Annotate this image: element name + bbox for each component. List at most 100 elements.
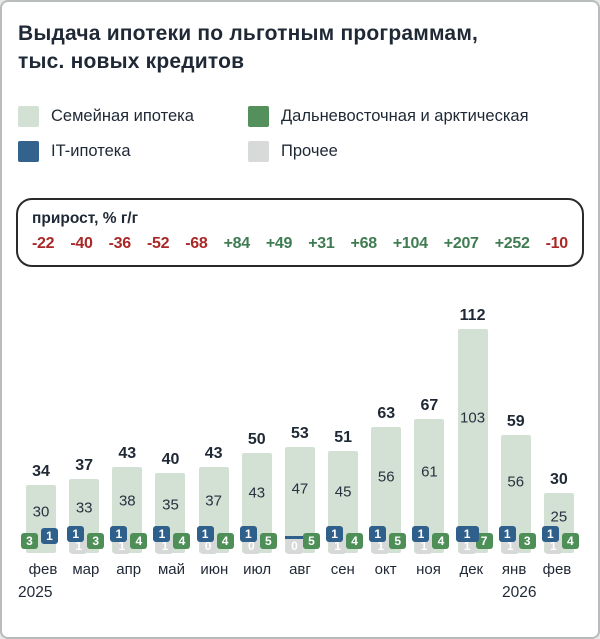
growth-value: +84 bbox=[223, 234, 251, 252]
bar-total-value: 40 bbox=[161, 450, 180, 468]
title-line-1: Выдача ипотеки по льготным программам, bbox=[18, 22, 479, 45]
badge-other: 1 bbox=[415, 537, 433, 554]
legend-label: Дальневосточная и арктическая bbox=[281, 106, 529, 125]
badge-fareast: 4 bbox=[346, 532, 364, 549]
bar-column: 50 43 0 5 1 bbox=[239, 430, 277, 554]
badge-other: 1 bbox=[113, 537, 131, 554]
month-label: окт bbox=[374, 560, 397, 578]
legend: Семейная ипотека Дальневосточная и аркти… bbox=[18, 105, 582, 162]
growth-value: +49 bbox=[265, 234, 293, 252]
years-row: 2025 2026 bbox=[2, 582, 598, 606]
bar-column: 53 47 0 5 bbox=[284, 424, 320, 554]
badge-fareast: 3 bbox=[87, 532, 105, 549]
badge-other: 1 bbox=[501, 537, 519, 554]
month-label: авг bbox=[289, 560, 311, 578]
badge-other: 1 bbox=[372, 537, 390, 554]
bar-family-segment: 61 1 4 1 bbox=[412, 418, 450, 554]
legend-item-it: IT-ипотека bbox=[18, 140, 240, 162]
bar-total-value: 112 bbox=[459, 306, 486, 324]
growth-box: прирост, % г/г -22 -40 -36 -52 -68 +84 +49 +31 +… bbox=[16, 197, 584, 267]
months-row: фев мар апр май июн июл авг сен окт ноя дек янв фев bbox=[2, 561, 598, 578]
badge-other: 1 bbox=[458, 537, 476, 554]
badge-it: 1 bbox=[239, 525, 257, 542]
month-label: ноя bbox=[416, 560, 441, 578]
bar-family-value: 30 bbox=[32, 503, 50, 521]
bar-family-segment: 25 1 4 1 bbox=[541, 492, 579, 554]
growth-value: -10 bbox=[545, 234, 569, 252]
badge-it: 1 bbox=[196, 525, 214, 542]
year-label-2025: 2025 bbox=[18, 583, 53, 601]
bar-total-value: 30 bbox=[549, 470, 568, 488]
badge-fareast: 5 bbox=[389, 532, 407, 549]
month-label: июн bbox=[200, 560, 229, 578]
badge-fareast: 5 bbox=[259, 532, 277, 549]
bar-total-value: 37 bbox=[75, 456, 94, 474]
legend-item-other: Прочее bbox=[248, 140, 582, 162]
bar-family-segment: 56 1 5 1 bbox=[369, 426, 407, 554]
bar-family-value: 37 bbox=[205, 492, 222, 510]
bar-column: 43 38 1 4 1 bbox=[110, 444, 148, 554]
bar-column: 43 37 0 4 1 bbox=[196, 444, 234, 554]
legend-item-family: Семейная ипотека bbox=[18, 105, 240, 127]
legend-swatch-family bbox=[18, 105, 39, 127]
bar-family-value: 103 bbox=[460, 409, 486, 427]
bar-family-segment: 45 1 4 1 bbox=[326, 450, 364, 554]
growth-box-title: прирост, % г/г bbox=[32, 209, 139, 227]
bar-column: 37 33 1 3 1 bbox=[67, 456, 105, 554]
badge-it: 1 bbox=[326, 525, 344, 542]
bar-family-segment: 56 1 3 1 bbox=[498, 434, 536, 554]
badge-other: 0 bbox=[285, 537, 303, 554]
bar-total-value: 50 bbox=[247, 430, 266, 448]
badge-it: 1 bbox=[498, 525, 516, 542]
month-label: фев bbox=[542, 560, 572, 578]
badge-it: 1 bbox=[455, 525, 479, 542]
badge-other: 1 bbox=[544, 537, 562, 554]
page-title: Выдача ипотеки по льготным программам, т… bbox=[18, 20, 582, 76]
bar-family-segment: 43 0 5 1 bbox=[239, 452, 277, 554]
month-label: сен bbox=[330, 560, 355, 578]
year-label-2026: 2026 bbox=[502, 583, 537, 601]
badge-fareast: 4 bbox=[130, 532, 148, 549]
badge-fareast: 3 bbox=[518, 532, 536, 549]
bar-family-segment: 38 1 4 1 bbox=[110, 466, 148, 554]
bars-row: 34 30 3 1 37 33 1 3 1 43 38 1 4 1 40 35 1 4 1 43 37 0 4 1 50 43 0 5… bbox=[21, 291, 579, 554]
bar-total-value: 67 bbox=[420, 396, 439, 414]
badge-fareast: 4 bbox=[432, 532, 450, 549]
legend-label: Прочее bbox=[281, 141, 338, 160]
legend-swatch-fareast bbox=[248, 105, 269, 127]
growth-value: +207 bbox=[443, 234, 479, 252]
badge-other: 0 bbox=[199, 537, 217, 554]
bar-column: 40 35 1 4 1 bbox=[153, 450, 191, 554]
badge-other: 1 bbox=[70, 537, 88, 554]
growth-value: -36 bbox=[108, 234, 132, 252]
growth-value: +252 bbox=[494, 234, 530, 252]
bar-family-segment: 37 0 4 1 bbox=[196, 466, 234, 554]
bar-total-value: 43 bbox=[118, 444, 137, 462]
bar-total-value: 51 bbox=[334, 428, 352, 446]
bar-total-value: 53 bbox=[291, 424, 309, 442]
it-strip bbox=[284, 535, 315, 539]
bar-family-value: 61 bbox=[421, 463, 438, 481]
badge-other: 1 bbox=[156, 537, 174, 554]
badge-fareast: 4 bbox=[173, 532, 191, 549]
bar-total-value: 59 bbox=[506, 412, 525, 430]
bar-family-segment: 103 1 7 1 bbox=[455, 328, 493, 554]
growth-value: -22 bbox=[32, 234, 55, 252]
bar-family-segment: 30 3 1 bbox=[21, 484, 58, 553]
bar-column: 112 103 1 7 1 bbox=[455, 306, 493, 554]
bar-family-segment: 35 1 4 1 bbox=[153, 472, 191, 554]
badge-it: 1 bbox=[541, 525, 559, 542]
legend-label: Семейная ипотека bbox=[51, 106, 194, 125]
bar-family-segment: 33 1 3 1 bbox=[67, 478, 105, 554]
bar-total-value: 43 bbox=[204, 444, 223, 462]
growth-value: -68 bbox=[185, 234, 208, 252]
badge-other: 0 bbox=[242, 537, 260, 554]
badge-fareast: 3 bbox=[21, 532, 38, 549]
badge-it: 1 bbox=[67, 525, 85, 542]
bar-column: 30 25 1 4 1 bbox=[541, 470, 579, 554]
badge-other: 1 bbox=[329, 537, 347, 554]
legend-item-fareast: Дальневосточная и арктическая bbox=[248, 105, 582, 127]
growth-values-row: -22 -40 -36 -52 -68 +84 +49 +31 +68 +104 +207 +252-… bbox=[32, 235, 568, 253]
growth-value: -52 bbox=[146, 234, 170, 252]
bar-family-segment: 47 0 5 bbox=[284, 446, 320, 554]
